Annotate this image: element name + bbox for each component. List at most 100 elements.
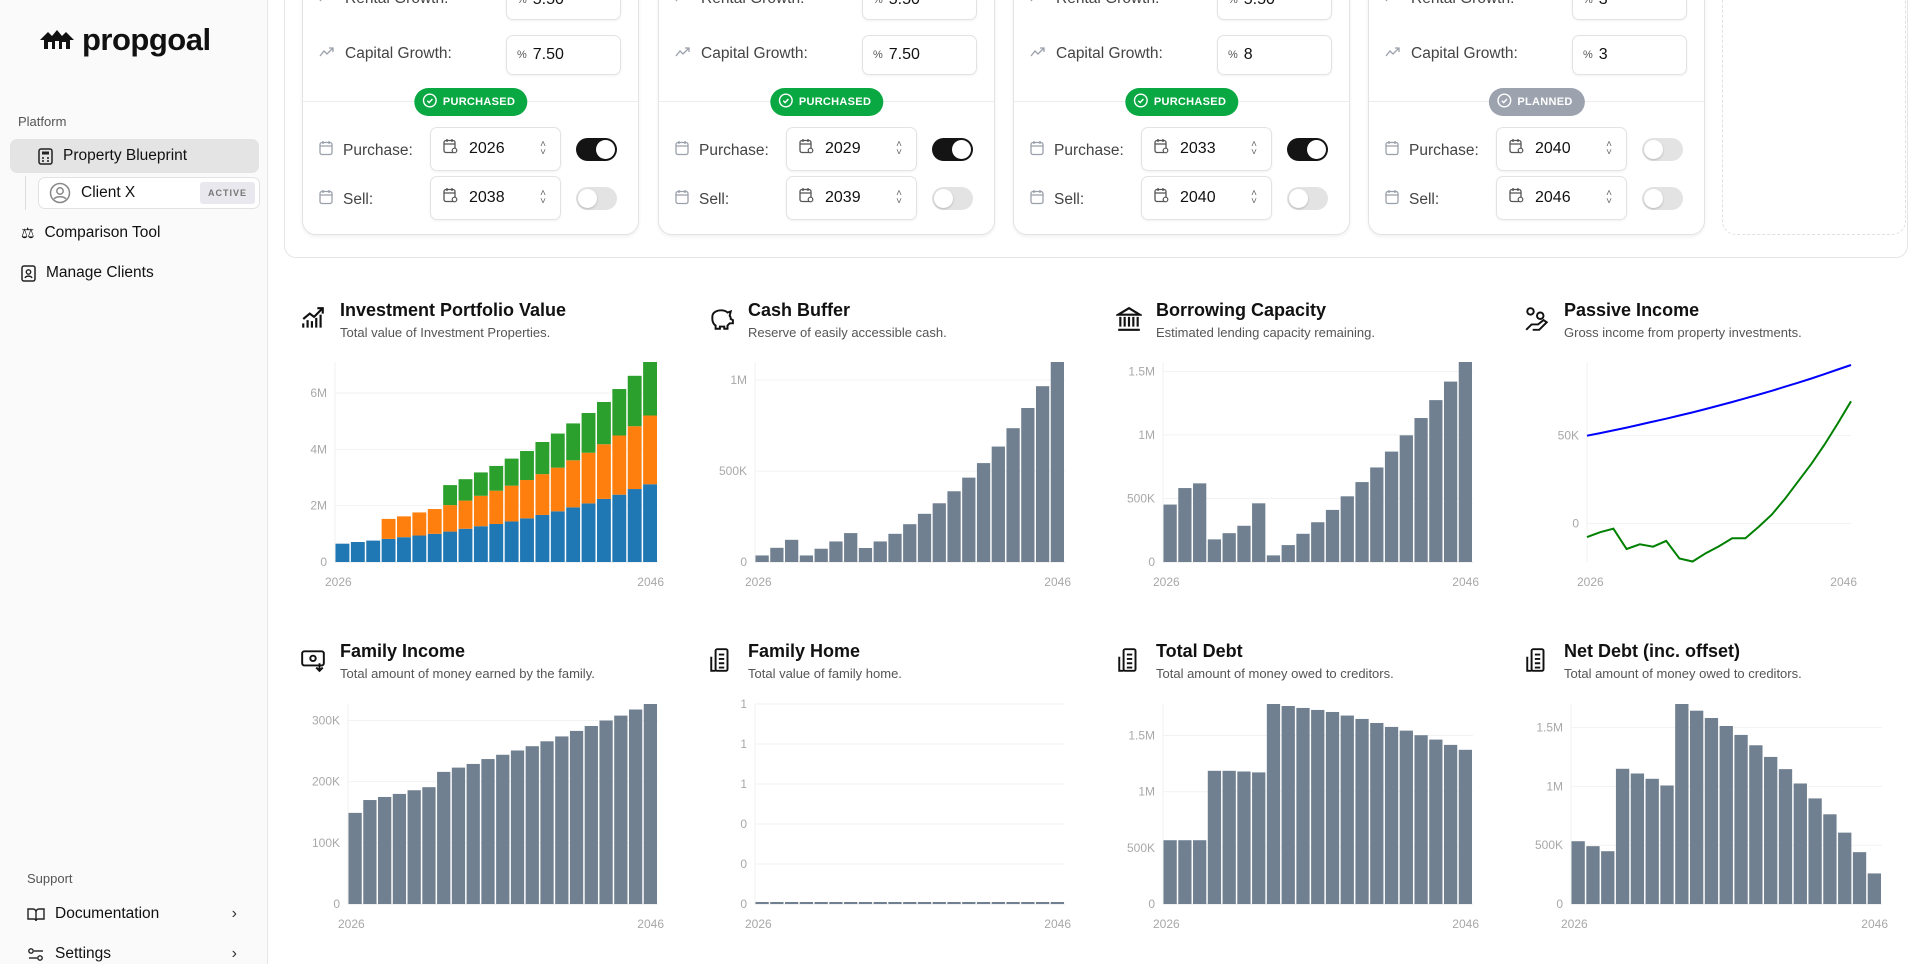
purchase-year-select[interactable]: 2026 ˄ ˅: [430, 127, 561, 171]
support-section-label: Support: [27, 871, 73, 886]
bar: [1370, 467, 1384, 562]
calendar-plus-icon: [675, 140, 689, 161]
rental-growth-input[interactable]: % 5.50: [862, 0, 977, 20]
bar-segment: [489, 465, 504, 491]
bar: [1778, 769, 1793, 904]
chart-subtitle: Total amount of money owed to creditors.: [1564, 666, 1802, 681]
status-badge: PURCHASED: [413, 88, 528, 116]
sliders-icon: [28, 947, 43, 961]
x-tick-label: 2046: [1452, 917, 1479, 931]
bar: [1035, 902, 1050, 904]
sidebar-item-documentation[interactable]: Documentation ›: [10, 897, 259, 931]
sidebar-item-settings[interactable]: Settings ›: [10, 937, 259, 971]
purchase-year-select[interactable]: 2040 ˄ ˅: [1496, 127, 1627, 171]
bar: [770, 547, 784, 562]
sell-year-value: 2040: [1180, 189, 1216, 206]
rental-growth-input[interactable]: % 5.50: [506, 0, 621, 20]
bar: [1207, 539, 1222, 562]
purchase-year-select[interactable]: 2029 ˄ ˅: [786, 127, 917, 171]
bar: [976, 902, 991, 904]
bar: [844, 533, 858, 562]
sell-toggle[interactable]: [1642, 187, 1683, 210]
bar: [1178, 840, 1192, 904]
bar-segment: [381, 518, 396, 539]
bar: [1281, 545, 1295, 562]
purchase-toggle[interactable]: [1642, 138, 1683, 161]
bar: [1414, 735, 1428, 904]
purchase-toggle[interactable]: [932, 138, 973, 161]
bar: [1601, 851, 1615, 904]
sidebar-item-label: Comparison Tool: [44, 224, 161, 241]
sell-label: Sell:: [319, 189, 373, 210]
bar: [1660, 785, 1674, 904]
sell-toggle[interactable]: [932, 187, 973, 210]
toggle-knob: [952, 140, 971, 159]
logo[interactable]: propgoal: [40, 22, 211, 58]
sell-year-select[interactable]: 2040 ˄ ˅: [1141, 176, 1272, 220]
bar-segment: [473, 472, 488, 496]
bar: [1266, 704, 1281, 904]
bar: [1719, 725, 1733, 904]
capital-growth-value: 7.50: [532, 46, 564, 63]
bar: [947, 902, 961, 904]
y-tick-label: 0: [740, 857, 747, 871]
sell-year-select[interactable]: 2038 ˄ ˅: [430, 176, 561, 220]
bar: [569, 730, 584, 904]
chevron-up-down-icon: ˄ ˅: [896, 188, 902, 207]
rental-growth-input[interactable]: % 5.50: [1217, 0, 1332, 20]
y-tick-label: 1M: [1138, 428, 1155, 442]
rental-growth-input[interactable]: %3: [1572, 0, 1687, 20]
calendar-search-icon: [799, 138, 815, 160]
capital-growth-input[interactable]: % 8: [1217, 35, 1332, 75]
bar: [1823, 814, 1837, 904]
check-circle-icon: [1496, 93, 1511, 111]
chart-header: Net Debt (inc. offset) Total amount of mo…: [1524, 641, 1802, 681]
capital-growth-input[interactable]: % 3: [1572, 35, 1687, 75]
purchase-toggle[interactable]: [576, 138, 617, 161]
chart-subtitle: Total amount of money earned by the fami…: [340, 666, 595, 681]
bar: [1325, 711, 1340, 904]
sell-label-text: Sell:: [343, 190, 374, 208]
purchase-label: Purchase:: [1030, 140, 1124, 161]
chart-header: Investment Portfolio Value Total value of…: [300, 300, 566, 340]
sell-label: Sell:: [675, 189, 729, 210]
bar: [1429, 739, 1443, 904]
purchase-year-select[interactable]: 2033 ˄ ˅: [1141, 127, 1272, 171]
y-tick-label: 100K: [312, 836, 340, 850]
bar-segment: [566, 507, 581, 562]
sell-toggle[interactable]: [1287, 187, 1328, 210]
bar-segment: [520, 518, 534, 562]
chevron-up-down-icon: ˄ ˅: [540, 188, 546, 207]
bar: [858, 902, 873, 904]
toggle-knob: [578, 189, 597, 208]
bar-segment: [643, 362, 657, 416]
sell-toggle[interactable]: [576, 187, 617, 210]
bar: [991, 446, 1005, 562]
sell-year-select[interactable]: 2046 ˄ ˅: [1496, 176, 1627, 220]
bar-segment: [612, 435, 627, 495]
bar: [466, 763, 480, 904]
bar: [525, 746, 539, 904]
sidebar-item-property-blueprint[interactable]: Property Blueprint: [10, 139, 259, 173]
bar-segment: [504, 458, 519, 486]
capital-growth-input[interactable]: % 7.50: [862, 35, 977, 75]
rental-growth-label: Rental Growth:: [319, 0, 448, 8]
bar-segment: [596, 498, 611, 562]
bar: [1645, 778, 1659, 904]
rental-growth-label: Rental Growth:: [675, 0, 804, 8]
sidebar-item-comparison-tool[interactable]: ⚖ Comparison Tool: [10, 216, 259, 250]
bar: [1443, 381, 1458, 562]
sell-label-text: Sell:: [699, 190, 730, 208]
sidebar-item-manage-clients[interactable]: Manage Clients: [10, 256, 259, 290]
capital-growth-input[interactable]: % 7.50: [506, 35, 621, 75]
sell-year-select[interactable]: 2039 ˄ ˅: [786, 176, 917, 220]
purchase-toggle[interactable]: [1287, 138, 1328, 161]
bar: [1193, 840, 1207, 904]
bar-segment: [535, 514, 550, 562]
chart-heading: Family Income Total amount of money earne…: [340, 641, 595, 681]
calendar-search-icon: [443, 187, 459, 209]
book-icon: [27, 907, 45, 921]
bar: [584, 726, 598, 904]
client-item[interactable]: Client X ACTIVE: [38, 177, 260, 209]
add-property-placeholder[interactable]: [1722, 0, 1906, 235]
